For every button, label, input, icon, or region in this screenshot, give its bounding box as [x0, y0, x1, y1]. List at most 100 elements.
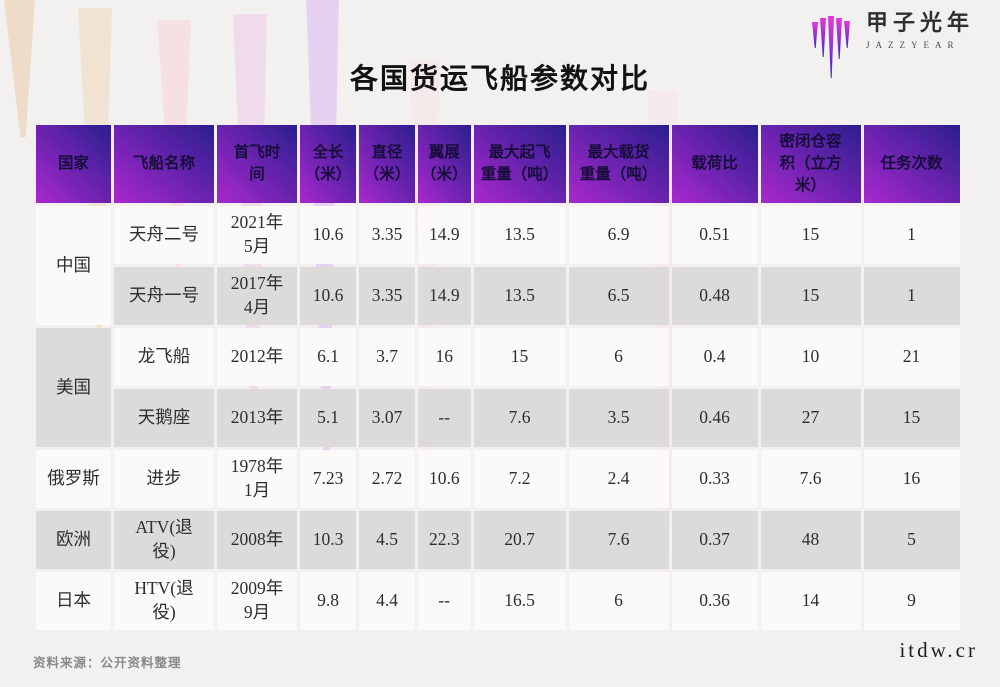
- column-header: 载荷比: [671, 125, 758, 203]
- column-header: 飞船名称: [114, 125, 214, 203]
- data-cell: 2.72: [359, 450, 415, 508]
- data-cell: 天舟二号: [114, 206, 214, 264]
- logo-stroke-icon: [819, 18, 826, 57]
- logo-stroke-icon: [811, 22, 818, 48]
- data-cell: 龙飞船: [114, 328, 214, 386]
- data-cell: 2017年 4月: [217, 267, 297, 325]
- data-cell: 7.6: [473, 389, 566, 447]
- data-cell: 1978年 1月: [217, 450, 297, 508]
- data-cell: 0.51: [671, 206, 758, 264]
- data-cell: 10.6: [300, 267, 356, 325]
- data-cell: 15: [863, 389, 960, 447]
- data-cell: 6.1: [300, 328, 356, 386]
- data-cell: 16.5: [473, 572, 566, 630]
- data-cell: 6: [568, 328, 669, 386]
- data-cell: 2008年: [217, 511, 297, 569]
- page-title: 各国货运飞船参数对比: [349, 63, 650, 95]
- country-cell: 中国: [36, 206, 111, 325]
- column-header: 最大起飞 重量（吨）: [473, 125, 566, 203]
- logo-stroke-icon: [827, 16, 834, 78]
- data-cell: 10: [760, 328, 861, 386]
- source-note: 资料来源：公开资料整理: [33, 656, 182, 670]
- data-cell: 15: [760, 206, 861, 264]
- data-cell: 15: [473, 328, 566, 386]
- brand-logo-text: 甲子光年 JAZZYEAR: [866, 10, 974, 50]
- data-cell: 10.3: [300, 511, 356, 569]
- data-cell: 1: [863, 267, 960, 325]
- table-header-row: 国家 飞船名称 首飞时 间全长 （米） 直径 （米） 翼展 （米） 最大起飞 重量（吨）最…: [36, 125, 960, 203]
- data-cell: 天舟一号: [114, 267, 214, 325]
- column-header: 国家: [36, 125, 111, 203]
- data-cell: 1: [863, 206, 960, 264]
- data-cell: 13.5: [473, 206, 566, 264]
- column-header: 翼展 （米）: [418, 125, 471, 203]
- data-cell: 3.07: [359, 389, 415, 447]
- data-cell: 进步: [114, 450, 214, 508]
- data-cell: 4.5: [359, 511, 415, 569]
- data-cell: --: [418, 572, 471, 630]
- table-row: 天舟一号 2017年 4月 10.6 3.35 14.9 13.5 6.5 0.48 15 1: [36, 267, 960, 325]
- data-cell: 22.3: [418, 511, 471, 569]
- data-cell: 0.37: [671, 511, 758, 569]
- data-cell: 5.1: [300, 389, 356, 447]
- data-cell: 9: [863, 572, 960, 630]
- data-cell: 14: [760, 572, 861, 630]
- table-row: 中国 天舟二号 2021年 5月 10.6 3.35 14.9 13.5 6.9 0.51 15 1: [36, 206, 960, 325]
- data-cell: HTV(退 役): [114, 572, 214, 630]
- data-cell: 6.5: [568, 267, 669, 325]
- table-body: 中国 天舟二号 2021年 5月 10.6 3.35 14.9 13.5 6.9 0.51 15 1…: [36, 206, 960, 630]
- data-cell: 天鹅座: [114, 389, 214, 447]
- data-cell: 10.6: [300, 206, 356, 264]
- data-cell: 0.4: [671, 328, 758, 386]
- data-cell: 14.9: [418, 267, 471, 325]
- data-cell: ATV(退 役): [114, 511, 214, 569]
- table-header: 国家 飞船名称 首飞时 间全长 （米） 直径 （米） 翼展 （米） 最大起飞 重量（吨）最…: [36, 125, 960, 203]
- data-cell: 0.33: [671, 450, 758, 508]
- table-row: 欧洲 ATV(退 役) 2008年 10.3 4.5 22.3 20.7 7.6 0.37 48 5: [36, 511, 960, 569]
- data-cell: 2012年: [217, 328, 297, 386]
- data-cell: 14.9: [418, 206, 471, 264]
- data-cell: 2009年 9月: [217, 572, 297, 630]
- brand-logo: 甲子光年 JAZZYEAR: [811, 10, 974, 82]
- data-cell: 4.4: [359, 572, 415, 630]
- data-cell: 21: [863, 328, 960, 386]
- column-header: 直径 （米）: [359, 125, 415, 203]
- data-cell: 15: [760, 267, 861, 325]
- data-cell: 16: [418, 328, 471, 386]
- data-cell: 2013年: [217, 389, 297, 447]
- table-row: 日本 HTV(退 役) 2009年 9月 9.8 4.4 -- 16.5 6 0.36 14 9: [36, 572, 960, 630]
- data-cell: 6: [568, 572, 669, 630]
- watermark: itdw.cr: [899, 638, 978, 662]
- logo-stroke-icon: [843, 21, 850, 48]
- column-header: 首飞时 间: [217, 125, 297, 203]
- column-header: 任务次数: [863, 125, 960, 203]
- data-cell: 3.35: [359, 206, 415, 264]
- logo-stroke-icon: [835, 18, 842, 59]
- data-cell: --: [418, 389, 471, 447]
- country-cell: 美国: [36, 328, 111, 447]
- data-cell: 2021年 5月: [217, 206, 297, 264]
- data-cell: 27: [760, 389, 861, 447]
- column-header: 密闭仓容 积（立方 米）: [760, 125, 861, 203]
- data-cell: 20.7: [473, 511, 566, 569]
- column-header: 全长 （米）: [300, 125, 356, 203]
- data-cell: 7.23: [300, 450, 356, 508]
- data-cell: 48: [760, 511, 861, 569]
- data-cell: 9.8: [300, 572, 356, 630]
- data-cell: 2.4: [568, 450, 669, 508]
- table-row: 天鹅座 2013年 5.1 3.07 -- 7.6 3.5 0.46 27 15: [36, 389, 960, 447]
- brand-name-zh: 甲子光年: [865, 10, 974, 35]
- data-cell: 5: [863, 511, 960, 569]
- data-cell: 6.9: [568, 206, 669, 264]
- data-cell: 16: [863, 450, 960, 508]
- data-cell: 3.5: [568, 389, 669, 447]
- data-cell: 13.5: [473, 267, 566, 325]
- brand-logo-icon: [811, 10, 852, 82]
- spacecraft-table: 国家 飞船名称 首飞时 间全长 （米） 直径 （米） 翼展 （米） 最大起飞 重量（吨）最…: [33, 122, 963, 633]
- data-cell: 0.46: [671, 389, 758, 447]
- data-cell: 7.6: [568, 511, 669, 569]
- country-cell: 欧洲: [36, 511, 111, 569]
- data-cell: 0.48: [671, 267, 758, 325]
- table-row: 俄罗斯 进步 1978年 1月 7.23 2.72 10.6 7.2 2.4 0.33 7.6 16: [36, 450, 960, 508]
- data-cell: 7.2: [473, 450, 566, 508]
